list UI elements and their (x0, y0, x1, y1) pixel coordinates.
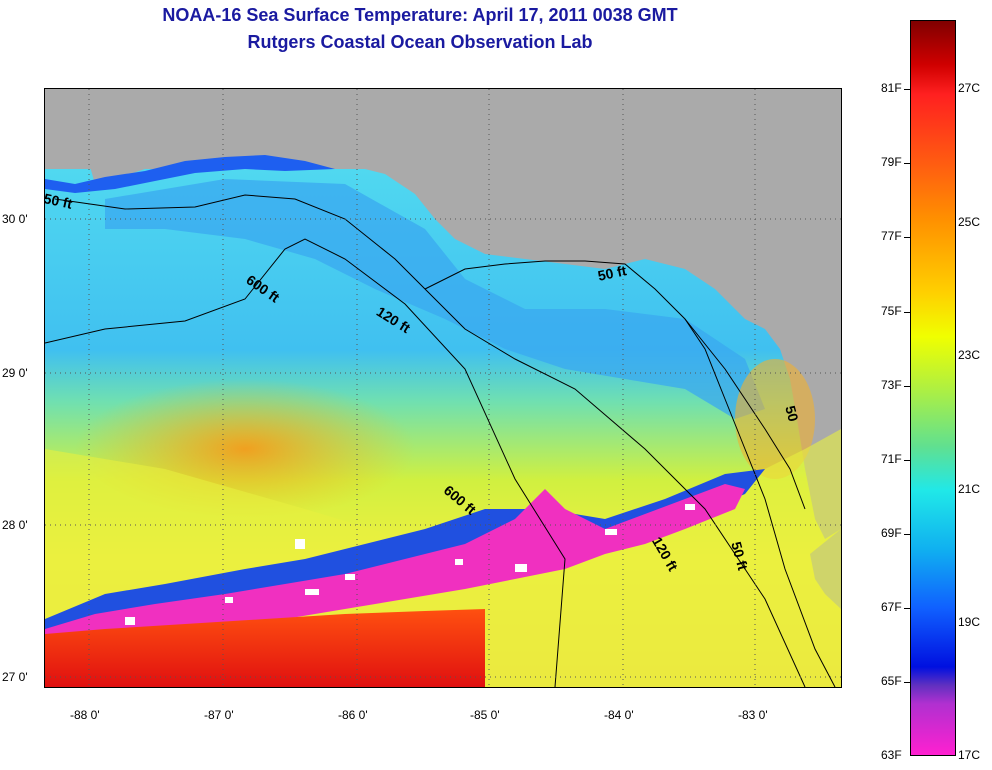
colorbar-f-67: 67F (881, 600, 902, 614)
colorbar-f-79: 79F (881, 155, 902, 169)
lon-label-87: -87 0' (204, 708, 234, 722)
lon-label-86: -86 0' (338, 708, 368, 722)
lon-label-84: -84 0' (604, 708, 634, 722)
colorbar-c-21: 21C (958, 482, 981, 496)
lon-label-88: -88 0' (70, 708, 100, 722)
colorbar-f-75: 75F (881, 304, 902, 318)
colorbar-f-69: 69F (881, 526, 902, 540)
cloud-patches (125, 504, 695, 625)
map-title: NOAA-16 Sea Surface Temperature: April 1… (162, 5, 678, 25)
colorbar-tick (904, 608, 910, 609)
colorbar-tick (904, 163, 910, 164)
temperature-colorbar (910, 20, 956, 756)
colorbar-f-63: 63F (881, 748, 902, 762)
colorbar-f-65: 65F (881, 674, 902, 688)
colorbar-c-19: 19C (958, 615, 981, 629)
colorbar-c-17: 17C (958, 748, 981, 762)
colorbar-f-73: 73F (881, 378, 902, 392)
map-subtitle: Rutgers Coastal Ocean Observation Lab (247, 32, 593, 52)
warm-water-south (45, 609, 485, 687)
sst-map-image (45, 89, 841, 687)
coastal-cold-water (45, 155, 335, 193)
colorbar-c-27: 27C (958, 81, 981, 95)
colorbar-tick (904, 312, 910, 313)
land-mass (45, 89, 841, 539)
colorbar-c-23: 23C (958, 348, 981, 362)
colorbar-f-71: 71F (881, 452, 902, 466)
lat-label-30: 30 0' (2, 212, 28, 226)
lat-label-28: 28 0' (2, 518, 28, 532)
colorbar-tick (904, 237, 910, 238)
colorbar-tick (904, 460, 910, 461)
depth-contours (45, 194, 836, 687)
colorbar-tick (904, 386, 910, 387)
lat-label-29: 29 0' (2, 366, 28, 380)
lon-label-83: -83 0' (738, 708, 768, 722)
colorbar-tick (904, 89, 910, 90)
colorbar-tick (904, 534, 910, 535)
colorbar-f-81: 81F (881, 81, 902, 95)
sst-map (44, 88, 842, 688)
colorbar-tick (904, 682, 910, 683)
lon-label-85: -85 0' (470, 708, 500, 722)
colorbar-f-77: 77F (881, 229, 902, 243)
colorbar-c-25: 25C (958, 215, 981, 229)
lat-label-27: 27 0' (2, 670, 28, 684)
